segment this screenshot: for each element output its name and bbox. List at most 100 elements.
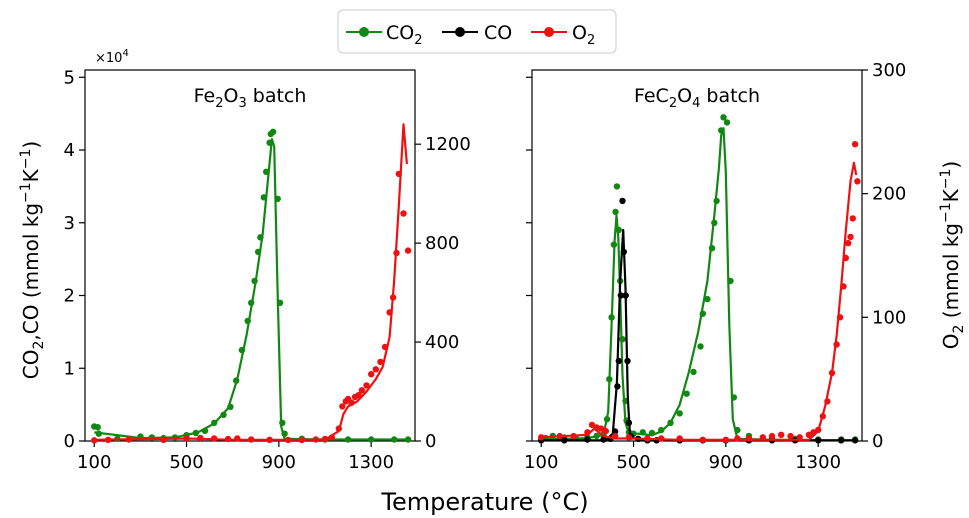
- data-point-o2: [395, 170, 402, 178]
- y-axis-right-label: O2 (mmol kg−1K−1): [938, 161, 967, 349]
- data-point-o2: [328, 434, 336, 441]
- data-point-o2: [363, 382, 370, 389]
- data-point-co: [838, 437, 845, 444]
- data-point-o2: [556, 432, 563, 440]
- data-point-co2: [713, 197, 720, 205]
- data-point-o2: [658, 435, 665, 442]
- data-point-co2: [211, 419, 218, 426]
- legend-entry-co: CO: [442, 22, 512, 44]
- y-left-tick-label: 1: [64, 358, 75, 379]
- data-point-co2: [718, 127, 725, 134]
- data-point-co2: [697, 343, 704, 350]
- y-right-tick-label: 200: [872, 184, 906, 205]
- data-point-o2: [381, 343, 389, 351]
- data-point-co2: [279, 419, 286, 426]
- data-point-co2: [344, 436, 352, 443]
- data-point-o2: [828, 369, 836, 377]
- y-right-tick-label: 0: [425, 431, 436, 452]
- data-point-o2: [393, 249, 400, 257]
- legend-o2-label: O2: [572, 22, 595, 48]
- data-point-co2: [720, 114, 727, 121]
- data-point-o2: [759, 434, 766, 441]
- data-point-co2: [220, 411, 227, 418]
- data-point-co2: [723, 119, 731, 126]
- data-point-co2: [276, 299, 284, 306]
- data-point-co2: [608, 314, 615, 321]
- data-point-o2: [851, 141, 859, 148]
- data-point-o2: [312, 436, 319, 443]
- y-axis-left-label: CO2,CO (mmol kg−1K−1): [18, 141, 47, 379]
- legend-co-marker: [455, 27, 465, 37]
- y-right-tick-label: 1200: [425, 134, 471, 155]
- data-point-o2: [833, 341, 840, 348]
- panel-fec2o4: FeC2O4 batch 100 500 900 1300 0 100 200 300: [524, 60, 906, 473]
- data-point-o2: [796, 434, 803, 441]
- x-tick-label: 1300: [348, 452, 394, 473]
- data-point-co2: [391, 436, 398, 443]
- panel-title: FeC2O4 batch: [634, 85, 760, 111]
- data-point-co2: [606, 376, 613, 383]
- data-point-co2: [690, 368, 697, 376]
- data-point-co2: [711, 219, 718, 226]
- series-line-co2: [541, 127, 856, 442]
- data-point-co2: [699, 310, 706, 317]
- data-point-o2: [377, 358, 384, 366]
- data-point-o2: [386, 309, 393, 316]
- data-point-o2: [840, 283, 847, 290]
- data-point-o2: [611, 432, 619, 440]
- data-point-o2: [183, 435, 190, 442]
- data-point-o2: [372, 366, 379, 373]
- data-point-o2: [125, 436, 132, 443]
- data-point-o2: [266, 436, 273, 443]
- x-tick-label: 900: [709, 452, 743, 473]
- data-point-o2: [335, 425, 342, 432]
- y-left-tick-label: 4: [64, 140, 75, 161]
- data-point-o2: [404, 247, 412, 254]
- data-point-co2: [192, 429, 199, 437]
- data-point-co: [614, 383, 621, 390]
- data-point-co2: [708, 245, 716, 252]
- data-point-co: [561, 437, 568, 444]
- scale-factor-label: ×104: [95, 48, 129, 66]
- data-point-co2: [593, 432, 600, 440]
- data-point-co2: [639, 429, 646, 436]
- x-axis-label: Temperature (°C): [380, 488, 588, 516]
- data-point-co: [617, 292, 624, 299]
- y-left-tick-label: 5: [64, 67, 75, 88]
- data-point-o2: [849, 215, 856, 222]
- data-point-o2: [339, 403, 346, 410]
- legend-co2-marker: [359, 27, 369, 37]
- data-point-o2: [602, 427, 609, 435]
- data-point-o2: [160, 436, 167, 443]
- data-point-o2: [847, 233, 854, 241]
- data-point-co2: [238, 346, 246, 354]
- data-point-o2: [348, 399, 355, 406]
- data-point-o2: [842, 254, 849, 262]
- data-point-o2: [538, 434, 545, 441]
- x-tick-label: 500: [169, 452, 203, 473]
- data-point-co2: [603, 416, 611, 423]
- data-point-o2: [810, 429, 817, 436]
- data-point-co2: [368, 436, 375, 443]
- data-point-o2: [389, 294, 397, 301]
- data-point-o2: [787, 432, 794, 440]
- data-point-o2: [644, 435, 651, 442]
- data-point-co2: [610, 241, 618, 248]
- x-tick-label: 1300: [795, 452, 841, 473]
- data-point-co2: [201, 427, 209, 434]
- data-point-co2: [404, 436, 412, 443]
- data-point-co2: [281, 430, 288, 437]
- data-point-co: [615, 357, 622, 365]
- data-point-o2: [745, 435, 753, 442]
- data-point-o2: [584, 429, 591, 436]
- panel-fe2o3: Fe2O3 batch 100 500 900 1300 0 1 2 3 4 5 0 400 800 120…: [64, 67, 471, 473]
- data-point-o2: [699, 436, 706, 443]
- y-right-tick-label: 100: [872, 307, 906, 328]
- data-point-o2: [400, 210, 407, 217]
- data-point-co2: [612, 208, 619, 216]
- plot-frame: [531, 69, 863, 442]
- x-tick-label: 100: [77, 452, 111, 473]
- legend-co-label: CO: [484, 22, 512, 44]
- data-point-co2: [244, 317, 251, 325]
